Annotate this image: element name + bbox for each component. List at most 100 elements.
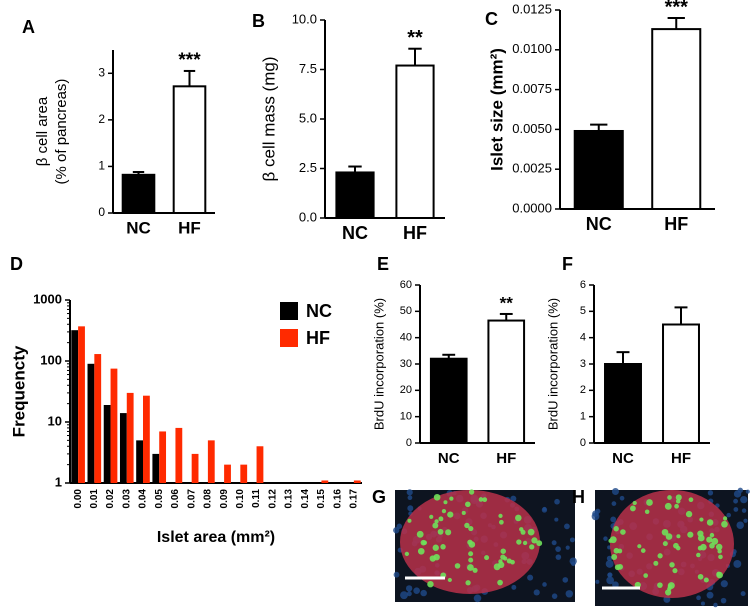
brdu-cell bbox=[657, 582, 663, 588]
x-tick-label: 0.13 bbox=[284, 489, 295, 509]
x-tick-label: HF bbox=[664, 214, 688, 234]
y-tick-label: 100 bbox=[40, 352, 62, 367]
y-tick-label: 40 bbox=[400, 332, 412, 344]
x-tick-label: NC bbox=[586, 214, 612, 234]
x-tick-label: NC bbox=[342, 223, 368, 243]
brdu-cell bbox=[721, 520, 728, 528]
brdu-cell bbox=[438, 516, 444, 522]
nucleus bbox=[565, 545, 570, 550]
nucleus bbox=[700, 601, 705, 606]
brdu-cell bbox=[675, 545, 681, 551]
nucleus bbox=[603, 536, 608, 541]
nucleus bbox=[393, 571, 400, 578]
nucleus bbox=[406, 489, 413, 496]
x-tick-label: HF bbox=[178, 218, 201, 237]
nucleus bbox=[743, 518, 748, 523]
x-tick-label: 0.02 bbox=[105, 489, 116, 509]
brdu-cell bbox=[468, 489, 475, 495]
x-tick-label: 0.01 bbox=[89, 489, 100, 509]
nucleus bbox=[570, 561, 576, 567]
brdu-cell bbox=[531, 537, 538, 544]
x-tick-label: 0.06 bbox=[170, 489, 181, 509]
bar bbox=[136, 440, 143, 483]
brdu-cell bbox=[665, 589, 672, 596]
brdu-cell bbox=[493, 563, 501, 571]
nucleus bbox=[420, 589, 427, 597]
brdu-cell bbox=[515, 514, 522, 522]
brdu-cell bbox=[498, 519, 504, 525]
brdu-cell bbox=[441, 508, 447, 514]
brdu-cell bbox=[661, 528, 669, 536]
bar bbox=[159, 431, 167, 483]
brdu-cell bbox=[718, 554, 723, 560]
legend-swatch bbox=[280, 329, 298, 347]
bar bbox=[121, 173, 156, 215]
y-tick-label: 4 bbox=[580, 332, 586, 344]
brdu-cell bbox=[464, 522, 470, 529]
nucleus bbox=[565, 590, 574, 598]
brdu-cell bbox=[529, 544, 535, 550]
y-tick-label: 0.0 bbox=[299, 209, 317, 224]
y-tick-label: 0.0125 bbox=[512, 1, 552, 16]
brdu-cell bbox=[447, 511, 454, 518]
brdu-cell bbox=[697, 573, 704, 580]
brdu-cell bbox=[440, 544, 446, 550]
bar bbox=[87, 363, 95, 483]
panel-label: H bbox=[572, 487, 585, 507]
brdu-cell bbox=[404, 551, 410, 557]
nucleus bbox=[733, 559, 742, 568]
brdu-cell bbox=[703, 577, 709, 583]
brdu-cell bbox=[522, 540, 528, 546]
bar bbox=[224, 464, 231, 483]
nucleus bbox=[551, 593, 558, 599]
bar bbox=[78, 326, 85, 483]
annotation: ** bbox=[500, 293, 514, 312]
panel-label: D bbox=[10, 254, 23, 274]
brdu-cell bbox=[437, 528, 444, 535]
legend-label: HF bbox=[306, 328, 330, 348]
y-tick-label: 1 bbox=[55, 474, 62, 489]
y-tick-label: 5.0 bbox=[299, 110, 317, 125]
nucleus bbox=[605, 559, 614, 568]
brdu-cell bbox=[662, 541, 668, 547]
nucleus bbox=[541, 507, 548, 513]
y-tick-label: 0.0000 bbox=[512, 200, 552, 215]
y-axis-label: Islet size (mm²) bbox=[487, 48, 506, 171]
y-tick-label: 7.5 bbox=[299, 61, 317, 76]
x-tick-label: 0.17 bbox=[349, 489, 360, 509]
nucleus bbox=[720, 580, 728, 588]
bar bbox=[119, 413, 127, 483]
nucleus bbox=[595, 579, 600, 584]
brdu-cell bbox=[427, 580, 434, 588]
brdu-cell bbox=[711, 537, 719, 545]
brdu-cell bbox=[443, 500, 448, 505]
x-tick-label: 0.00 bbox=[73, 489, 84, 509]
brdu-cell bbox=[467, 539, 473, 545]
y-tick-label: 0.0050 bbox=[512, 121, 552, 136]
legend-swatch bbox=[280, 302, 298, 320]
nucleus bbox=[555, 554, 562, 560]
x-tick-label: NC bbox=[612, 450, 634, 467]
brdu-cell bbox=[498, 559, 503, 564]
bar bbox=[395, 64, 435, 220]
brdu-cell bbox=[674, 503, 679, 509]
nucleus bbox=[612, 581, 619, 589]
brdu-cell bbox=[449, 496, 454, 501]
nucleus bbox=[510, 495, 517, 502]
bar bbox=[126, 392, 134, 483]
nucleus bbox=[733, 490, 742, 498]
nucleus bbox=[413, 587, 420, 595]
nucleus bbox=[407, 495, 413, 501]
nucleus bbox=[707, 490, 714, 496]
x-tick-label: NC bbox=[438, 450, 460, 467]
bar bbox=[110, 368, 118, 483]
annotation: *** bbox=[178, 50, 201, 71]
nucleus bbox=[706, 591, 714, 599]
brdu-cell bbox=[454, 563, 461, 569]
brdu-cell bbox=[434, 519, 439, 524]
brdu-cell bbox=[667, 495, 672, 500]
bar bbox=[604, 363, 642, 444]
nucleus bbox=[606, 576, 615, 585]
brdu-cell bbox=[657, 553, 663, 559]
brdu-cell bbox=[500, 548, 506, 554]
